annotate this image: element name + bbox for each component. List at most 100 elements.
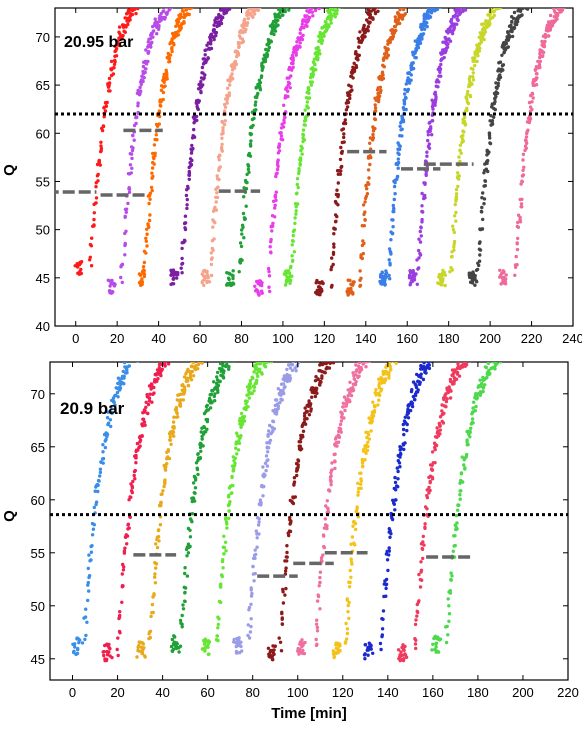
series-point	[434, 2, 437, 5]
series-point	[183, 389, 187, 393]
series-point	[167, 56, 171, 61]
series-point	[267, 345, 270, 348]
series-point	[116, 636, 120, 640]
series-point	[193, 3, 196, 6]
series-point	[252, 579, 256, 583]
series-point	[266, 346, 269, 349]
series-point	[167, 331, 170, 334]
series-point	[253, 0, 256, 1]
series-point	[335, 214, 339, 219]
series-point	[369, 4, 372, 7]
series-point	[249, 624, 253, 629]
series-point	[290, 368, 295, 373]
series-point	[165, 10, 170, 15]
series-point	[124, 229, 128, 233]
series-point	[515, 247, 520, 252]
series-point	[234, 446, 238, 450]
series-point	[213, 399, 217, 403]
series-point	[265, 355, 268, 358]
series-point	[297, 350, 300, 353]
series-point	[395, 174, 400, 179]
series-point	[242, 236, 246, 240]
series-point	[212, 341, 215, 344]
series-point	[315, 618, 319, 622]
series-point	[301, 643, 305, 647]
series-point	[416, 46, 421, 50]
series-point	[200, 0, 203, 1]
series-point	[271, 221, 275, 225]
series-point	[185, 206, 189, 211]
series-point	[496, 81, 500, 86]
series-point	[167, 0, 170, 3]
series-point	[292, 483, 296, 487]
series-point	[518, 1, 521, 4]
series-point	[283, 283, 288, 287]
series-point	[352, 377, 357, 381]
series-point	[292, 2, 295, 5]
series-point	[255, 378, 259, 382]
series-point	[89, 550, 94, 554]
series-point	[303, 349, 306, 352]
series-point	[304, 350, 307, 353]
series-point	[137, 643, 141, 648]
series-point	[515, 19, 520, 24]
series-point	[278, 640, 283, 644]
series-point	[428, 15, 433, 19]
series-point	[305, 345, 308, 348]
series-point	[341, 405, 345, 409]
series-point	[126, 201, 130, 206]
series-point	[163, 84, 167, 88]
series-point	[225, 526, 229, 530]
series-point	[261, 494, 265, 498]
series-point	[380, 282, 384, 286]
series-point	[318, 575, 322, 580]
series-point	[109, 424, 113, 429]
series-point	[319, 379, 323, 384]
series-point	[488, 136, 492, 140]
series-point	[401, 119, 406, 124]
series-point	[172, 276, 176, 280]
series-point	[173, 352, 176, 355]
series-point	[147, 334, 150, 337]
series-point	[303, 640, 307, 645]
series-point	[172, 348, 175, 351]
series-point	[147, 218, 152, 223]
series-point	[137, 342, 140, 345]
series-point	[344, 350, 347, 353]
series-point	[181, 9, 185, 13]
series-4-points	[169, 2, 238, 286]
series-point	[147, 636, 151, 641]
series-point	[217, 332, 220, 335]
series-point	[344, 108, 349, 112]
series-point	[281, 601, 286, 605]
series-point	[422, 194, 426, 199]
series-point	[261, 353, 264, 356]
series-point	[144, 239, 148, 243]
series-point	[276, 404, 281, 408]
series-point	[407, 81, 412, 85]
series-point	[178, 349, 181, 352]
series-point	[227, 509, 231, 513]
series-point	[188, 374, 193, 378]
series-point	[292, 228, 297, 232]
series-point	[142, 420, 147, 424]
series-point	[126, 22, 130, 27]
series-point	[168, 438, 172, 442]
series-point	[274, 190, 278, 194]
series-point	[164, 327, 167, 330]
series-point	[315, 391, 319, 395]
series-point	[530, 91, 534, 96]
series-point	[268, 245, 272, 249]
series-point	[454, 219, 458, 223]
series-point	[541, 54, 545, 58]
series-point	[348, 339, 351, 342]
series-point	[392, 24, 397, 29]
series-point	[306, 346, 309, 349]
series-point	[141, 265, 146, 269]
series-point	[221, 128, 225, 133]
series-point	[99, 144, 103, 148]
series-point	[235, 2, 238, 5]
series-point	[559, 0, 562, 2]
series-point	[475, 59, 479, 64]
series-point	[301, 341, 304, 344]
